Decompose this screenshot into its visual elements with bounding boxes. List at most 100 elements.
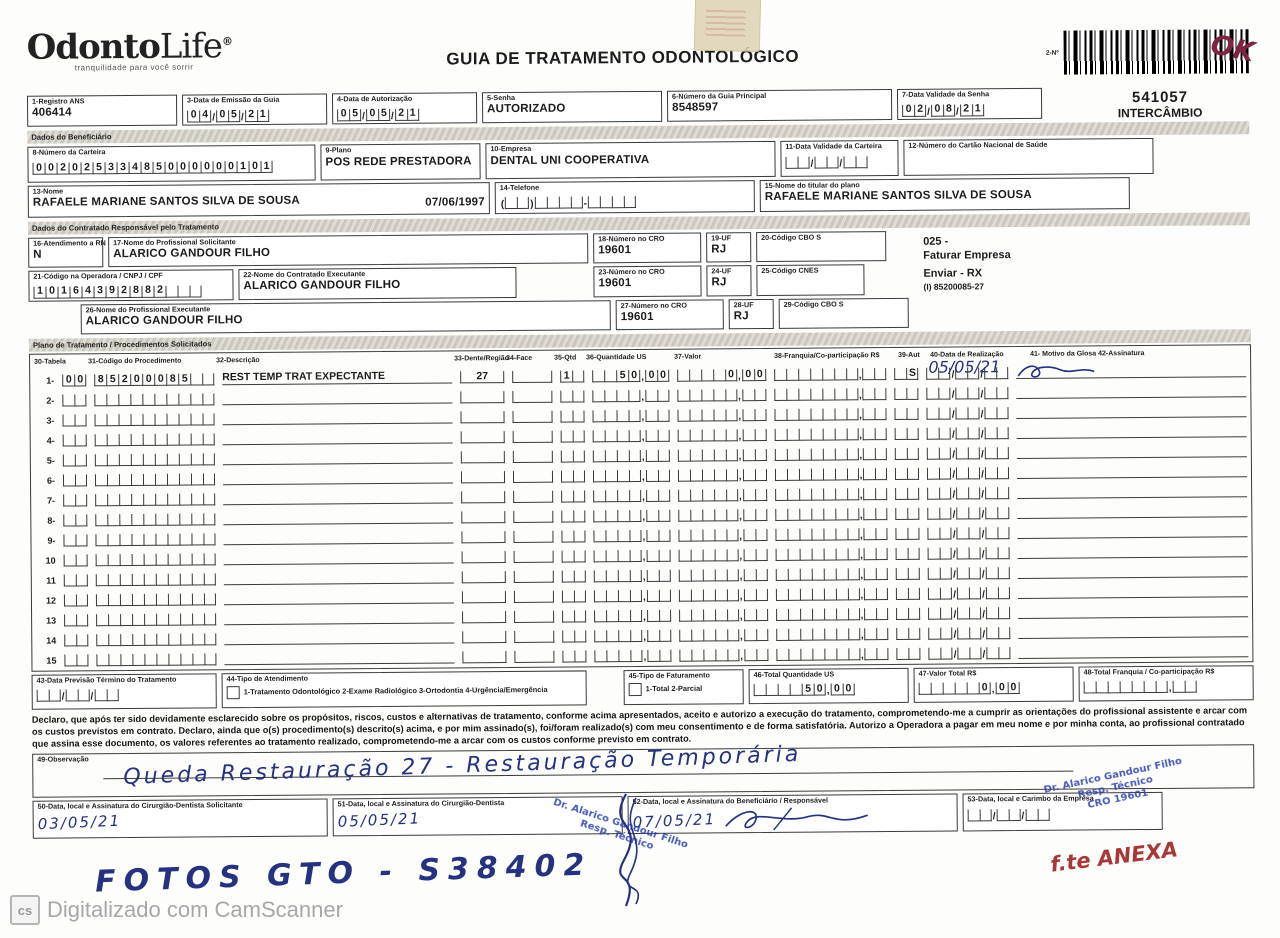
authorization-comb: [896, 605, 921, 621]
value-comb: ,: [677, 386, 766, 402]
authorization-comb: [895, 465, 920, 481]
value-comb: ,: [678, 586, 768, 602]
face-cell: [513, 510, 554, 524]
tabela-comb: [63, 491, 88, 507]
tabela-comb: [62, 471, 88, 487]
camscanner-watermark: cs Digitalizado com CamScanner: [10, 895, 343, 925]
realization-date-comb: / /: [926, 404, 1009, 421]
face-cell: [513, 530, 554, 544]
quantity-us-comb: ,: [593, 547, 671, 563]
identification-row: 1-Registro ANS 406414 3-Data de Emissão …: [26, 86, 1249, 128]
quantity-us-comb: ,: [592, 447, 670, 463]
field-telefone: 14-Telefone () -: [494, 179, 755, 214]
field-cbo-solicitante: 20-Código CBO S: [756, 230, 887, 262]
row-number: 9-: [47, 535, 56, 546]
tabela-comb: [63, 551, 88, 567]
row-number: 6-: [46, 475, 56, 486]
dentist-signature-scrawl: [619, 793, 639, 907]
treatment-row: 1- 0 0 8 5 2 0 0 0 8 5 REST TEMP TRAT EXPECTANTE 27 1…: [34, 357, 1247, 387]
telefone-comb: () -: [500, 193, 636, 210]
tabela-comb: [62, 391, 87, 407]
procedure-description: [223, 528, 454, 546]
quantity-us-comb: ,: [594, 627, 672, 643]
barcode-block: 2-Nº: [978, 21, 1249, 75]
validade-senha-comb: 0 2/0 8/2 1: [902, 101, 984, 118]
row-number: 1-: [46, 375, 55, 386]
procedure-code-comb: [95, 570, 216, 587]
quantity-us-comb: ,: [593, 487, 670, 503]
franchise-comb: ,: [773, 385, 887, 401]
value-comb: ,: [678, 506, 767, 522]
procedure-code-comb: [95, 590, 216, 607]
tabela-comb: [63, 511, 88, 527]
tooth-region-cell: [460, 411, 505, 424]
field-registro-ans: 1-Registro ANS 406414: [26, 94, 178, 128]
tipo-atendimento-checkbox: [226, 685, 240, 699]
franchise-comb: ,: [774, 505, 888, 521]
signature-line: [1018, 640, 1249, 660]
realization-date-comb: / /: [926, 384, 1009, 401]
realization-date-comb: //05/05/21: [926, 357, 1009, 381]
field-data-emissao: 3-Data de Emissão da Guia 0 4/0 5/2 1: [181, 93, 328, 126]
procedure-code-comb: [96, 650, 217, 667]
quantity-comb: [562, 608, 587, 623]
value-comb: ,: [677, 446, 767, 462]
intercambio-label: INTERCÂMBIO: [1117, 105, 1203, 121]
row-number: 14: [46, 635, 57, 646]
face-cell: [512, 430, 553, 444]
field-cartao-nacional: 12-Número do Cartão Nacional de Saúde: [903, 138, 1154, 176]
tabela-comb: [64, 651, 89, 667]
field-prof-solicitante: 17-Nome do Profissional Solicitante ALAR…: [108, 233, 589, 268]
tooth-region-cell: [462, 631, 507, 644]
treatment-rows: 1- 0 0 8 5 2 0 0 0 8 5 REST TEMP TRAT EXPECTANTE 27 1…: [34, 357, 1249, 667]
authorization-comb: [894, 425, 920, 441]
quantity-comb: [561, 528, 586, 543]
tooth-region-cell: 27: [460, 370, 505, 384]
contratado-row-3: 26-Nome do Profissional Executante ALARI…: [29, 295, 1251, 335]
face-cell: [512, 470, 554, 484]
field-atendimento-rn: 16-Atendimento a RN N: [28, 237, 106, 268]
signature-line: [1016, 440, 1247, 460]
tooth-region-cell: [462, 611, 507, 624]
procedure-description: [223, 588, 454, 606]
field-nome: 13-Nome RAFAELE MARIANE SANTOS SILVA DE …: [27, 181, 490, 218]
face-cell: [512, 410, 553, 424]
row-number: 12: [45, 595, 56, 606]
row-number: 4-: [46, 435, 55, 446]
field-guia-principal: 6-Número da Guia Principal 8548597: [666, 89, 893, 123]
quantity-us-comb: ,: [593, 507, 671, 523]
tooth-region-cell: [461, 591, 506, 604]
face-cell: [512, 370, 553, 384]
value-comb: ,: [678, 526, 768, 542]
value-comb: ,: [678, 606, 768, 622]
handwritten-realization-date: 05/05/21: [928, 357, 1001, 377]
row-number: 15: [46, 655, 57, 666]
tipo-faturamento-checkbox: [628, 682, 642, 696]
logo-text: OdontoLife®: [26, 26, 232, 68]
realization-date-comb: / /: [927, 444, 1009, 461]
procedure-description: [222, 388, 453, 406]
total-franquia-comb: ,: [1083, 678, 1197, 694]
tabela-comb: [63, 531, 88, 547]
data-autorizacao-comb: 0 5/0 5/2 1: [337, 106, 419, 122]
treatment-table: 30-Tabela 31-Código do Procedimento 32-D…: [29, 344, 1254, 672]
authorization-comb: [895, 505, 920, 521]
row-number: 5-: [46, 455, 55, 466]
handwritten-date-solicitante: 03/05/21: [37, 811, 122, 833]
logo-tagline: tranquilidade para você sorrir: [74, 62, 194, 73]
realization-date-comb: / /: [928, 564, 1010, 581]
field-uf-solicitante: 19-UF RJ: [706, 231, 752, 263]
quantity-comb: [561, 588, 586, 603]
tooth-region-cell: [461, 571, 506, 584]
signature-line: [1016, 360, 1247, 380]
procedure-code-comb: [95, 510, 216, 527]
authorization-comb: [896, 565, 921, 581]
franchise-comb: ,: [775, 585, 889, 601]
realization-date-comb: / /: [927, 484, 1010, 501]
realization-date-comb: / /: [928, 624, 1011, 641]
quantity-us-comb: ,: [594, 647, 672, 663]
quantity-comb: [561, 568, 586, 583]
signature-line: [1017, 500, 1248, 520]
procedure-description: [224, 648, 455, 666]
field-cro-prof-executante: 27-Número no CRO 19601: [615, 299, 724, 331]
